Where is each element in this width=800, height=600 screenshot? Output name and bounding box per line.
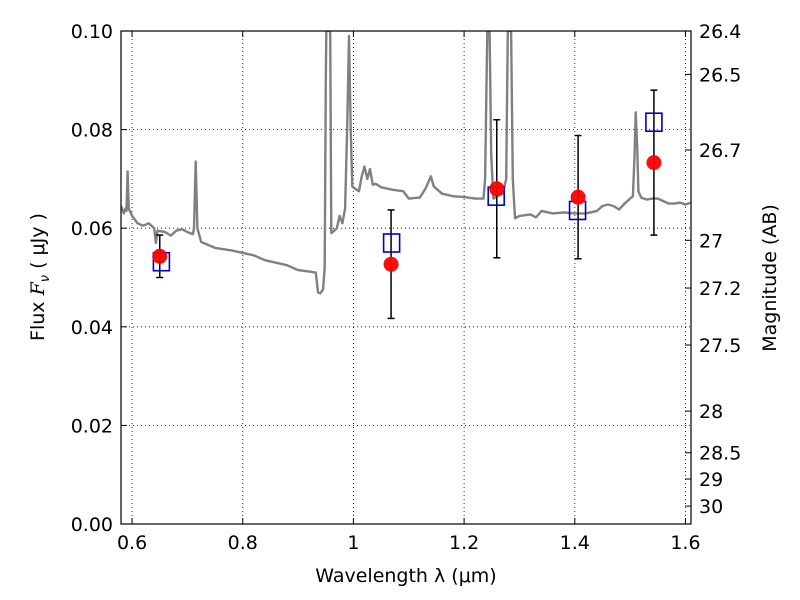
observed-point (489, 181, 505, 197)
y-right-tick-label: 26.4 (699, 21, 741, 43)
y-right-tick-label: 27 (699, 230, 723, 252)
grid-layer (121, 31, 691, 524)
y-right-tick-label: 28.5 (699, 443, 741, 465)
x-tick-label: 1.2 (449, 532, 479, 554)
x-axis-label: Wavelength λ (μm) (315, 565, 496, 587)
x-tick-label: 1.4 (560, 532, 590, 554)
y-right-tick-label: 30 (699, 496, 723, 518)
y-right-tick-label: 28 (699, 401, 723, 423)
y-right-axis-label: Magnitude (AB) (759, 204, 781, 352)
spectrum-layer (121, 31, 691, 295)
y-tick-label: 0.04 (71, 317, 113, 339)
model-points-layer (152, 112, 663, 272)
y-tick-label: 0.06 (71, 218, 113, 240)
y-axis-label-subscript: ν (38, 275, 53, 282)
errorbar-layer (156, 89, 658, 320)
observed-point (152, 248, 168, 264)
y-right-tick-label: 26.5 (699, 64, 741, 86)
observed-point (570, 189, 586, 205)
axes-layer: 0.6 0.8 1 1.2 1.4 1.6 0.00 0.02 0.04 0.06 0.08 0.10… (71, 21, 742, 554)
y-right-tick-label: 26.7 (699, 140, 741, 162)
x-tick-label: 1 (347, 532, 359, 554)
y-axis-label-suffix: ( μJy ) (27, 213, 49, 275)
y-tick-label: 0.10 (71, 21, 113, 43)
model-point (645, 112, 663, 133)
x-tick-label: 0.6 (117, 532, 147, 554)
x-tick-label: 1.6 (670, 532, 700, 554)
y-axis-label-prefix: Flux (27, 295, 49, 341)
plot-frame (120, 30, 692, 525)
observed-points-layer (152, 155, 662, 272)
y-right-tick-label: 27.2 (699, 278, 741, 300)
y-right-tick-label: 27.5 (699, 335, 741, 357)
spectrum-line (121, 31, 691, 295)
x-tick-label: 0.8 (228, 532, 258, 554)
observed-point (646, 155, 662, 171)
y-tick-label: 0.02 (71, 415, 113, 437)
y-right-tick-label: 29 (699, 469, 723, 491)
y-axis-label-symbol: F (27, 281, 49, 296)
y-tick-label: 0.00 (71, 514, 113, 536)
observed-point (383, 256, 399, 272)
model-point (382, 233, 401, 253)
y-axis-label: Flux Fν ( μJy ) (27, 213, 53, 341)
y-tick-label: 0.08 (71, 120, 113, 142)
